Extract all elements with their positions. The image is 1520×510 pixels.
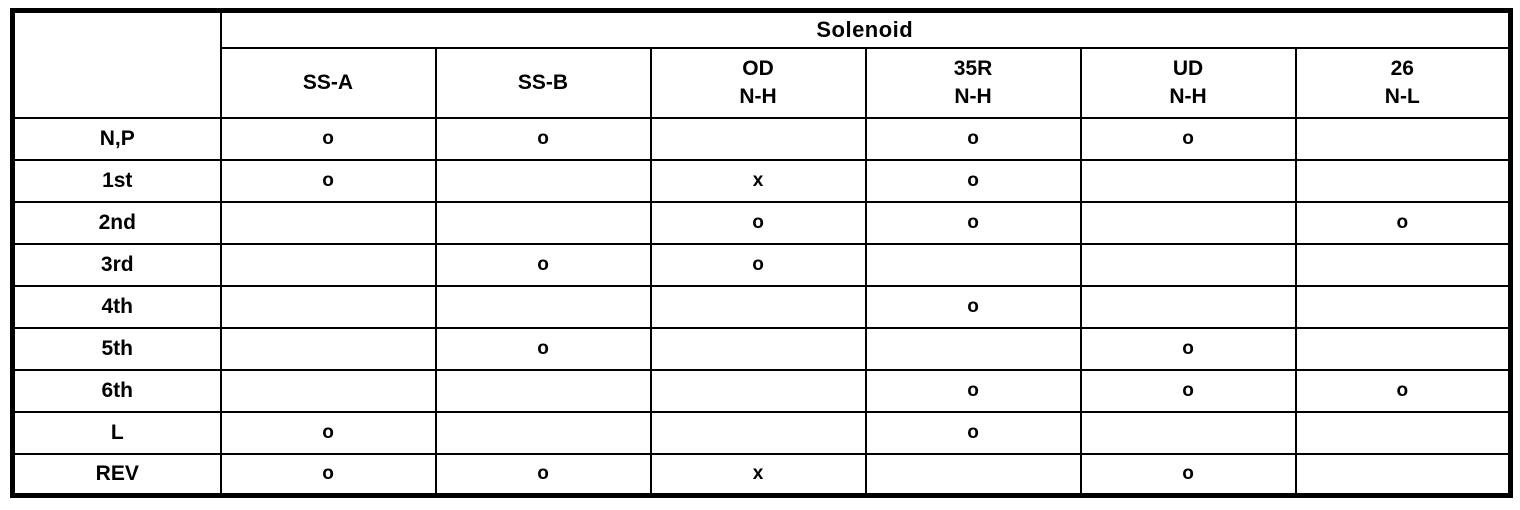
mark-cell bbox=[649, 410, 867, 455]
mark-cell bbox=[434, 284, 652, 329]
table-row-rev: REV o o x o bbox=[11, 452, 1512, 497]
row-label: 1st bbox=[11, 158, 222, 203]
column-header-line1: SS-B bbox=[517, 70, 569, 94]
mark-cell: o bbox=[434, 116, 652, 161]
mark-cell: o bbox=[649, 200, 867, 245]
column-header-line2: N-H bbox=[1169, 84, 1207, 108]
column-header-line2: N-H bbox=[739, 84, 777, 108]
table-row-1st: 1st o x o bbox=[11, 158, 1512, 203]
mark-cell: o bbox=[1079, 116, 1297, 161]
row-label: N,P bbox=[11, 116, 222, 161]
table-row-3rd: 3rd o o bbox=[11, 242, 1512, 287]
mark-cell: o bbox=[434, 452, 652, 497]
mark-cell bbox=[1079, 242, 1297, 287]
mark-cell: o bbox=[219, 410, 437, 455]
mark-cell: x bbox=[649, 452, 867, 497]
table-row-6th: 6th o o o bbox=[11, 368, 1512, 413]
mark-cell bbox=[864, 326, 1082, 371]
column-header-line1: UD bbox=[1172, 57, 1204, 81]
column-header-od: OD N-H bbox=[649, 46, 867, 119]
mark-cell bbox=[434, 200, 652, 245]
mark-cell bbox=[1079, 410, 1297, 455]
mark-cell: x bbox=[649, 158, 867, 203]
mark-cell bbox=[864, 452, 1082, 497]
mark-cell bbox=[649, 368, 867, 413]
mark-cell: o bbox=[1294, 368, 1512, 413]
mark-cell bbox=[1079, 158, 1297, 203]
mark-cell bbox=[434, 368, 652, 413]
mark-cell bbox=[434, 158, 652, 203]
mark-cell bbox=[219, 284, 437, 329]
mark-cell bbox=[1294, 326, 1512, 371]
row-label: 3rd bbox=[11, 242, 222, 287]
column-header-line1: 26 bbox=[1390, 57, 1414, 81]
mark-cell bbox=[649, 116, 867, 161]
row-label: 2nd bbox=[11, 200, 222, 245]
mark-cell bbox=[1294, 284, 1512, 329]
mark-cell: o bbox=[1079, 368, 1297, 413]
mark-cell bbox=[649, 326, 867, 371]
table-row-np: N,P o o o o bbox=[11, 116, 1512, 161]
group-header-solenoid: Solenoid bbox=[219, 9, 1512, 49]
mark-cell bbox=[219, 368, 437, 413]
mark-cell bbox=[1079, 284, 1297, 329]
column-header-line1: SS-A bbox=[302, 70, 354, 94]
column-header-ss-a: SS-A bbox=[219, 46, 437, 119]
mark-cell: o bbox=[434, 242, 652, 287]
mark-cell: o bbox=[219, 158, 437, 203]
mark-cell: o bbox=[219, 116, 437, 161]
mark-cell bbox=[219, 242, 437, 287]
column-header-line2: N-H bbox=[954, 84, 992, 108]
table-row-2nd: 2nd o o o bbox=[11, 200, 1512, 245]
column-header-26: 26 N-L bbox=[1294, 46, 1512, 119]
column-header-35r: 35R N-H bbox=[864, 46, 1082, 119]
mark-cell bbox=[1294, 158, 1512, 203]
mark-cell bbox=[1294, 410, 1512, 455]
mark-cell: o bbox=[864, 116, 1082, 161]
mark-cell: o bbox=[864, 410, 1082, 455]
row-label: REV bbox=[11, 452, 222, 497]
row-label: 5th bbox=[11, 326, 222, 371]
mark-cell: o bbox=[1079, 326, 1297, 371]
mark-cell: o bbox=[1294, 200, 1512, 245]
mark-cell bbox=[649, 284, 867, 329]
mark-cell bbox=[219, 200, 437, 245]
mark-cell: o bbox=[864, 158, 1082, 203]
mark-cell: o bbox=[1079, 452, 1297, 497]
mark-cell bbox=[434, 410, 652, 455]
mark-cell: o bbox=[434, 326, 652, 371]
column-header-ss-b: SS-B bbox=[434, 46, 652, 119]
column-header-line1: 35R bbox=[953, 57, 993, 81]
mark-cell bbox=[1294, 116, 1512, 161]
table-row-l: L o o bbox=[11, 410, 1512, 455]
table-row-4th: 4th o bbox=[11, 284, 1512, 329]
mark-cell bbox=[1294, 242, 1512, 287]
corner-cell bbox=[11, 9, 222, 119]
mark-cell: o bbox=[219, 452, 437, 497]
mark-cell bbox=[864, 242, 1082, 287]
column-header-ud: UD N-H bbox=[1079, 46, 1297, 119]
table-row-5th: 5th o o bbox=[11, 326, 1512, 371]
row-label: 6th bbox=[11, 368, 222, 413]
column-header-line2: N-L bbox=[1384, 84, 1420, 108]
mark-cell bbox=[1294, 452, 1512, 497]
solenoid-application-table: Solenoid SS-A SS-B OD N-H 35R N-H UD N-H bbox=[10, 8, 1514, 498]
mark-cell: o bbox=[864, 200, 1082, 245]
row-label: 4th bbox=[11, 284, 222, 329]
mark-cell: o bbox=[864, 284, 1082, 329]
mark-cell bbox=[219, 326, 437, 371]
mark-cell: o bbox=[649, 242, 867, 287]
mark-cell: o bbox=[864, 368, 1082, 413]
row-label: L bbox=[11, 410, 222, 455]
mark-cell bbox=[1079, 200, 1297, 245]
column-header-line1: OD bbox=[742, 57, 774, 81]
